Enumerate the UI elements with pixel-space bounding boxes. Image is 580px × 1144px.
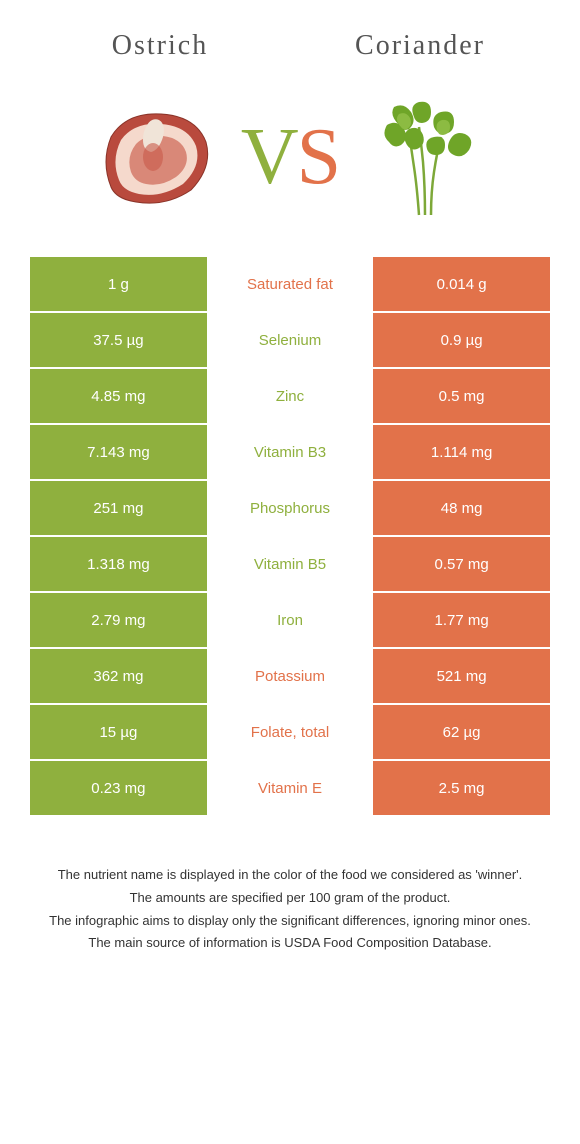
left-value: 2.79 mg	[30, 593, 207, 647]
nutrient-row: 2.79 mgIron1.77 mg	[30, 593, 550, 647]
left-value: 7.143 mg	[30, 425, 207, 479]
nutrient-table: 1 gSaturated fat0.014 g37.5 µgSelenium0.…	[30, 257, 550, 815]
nutrient-row: 1 gSaturated fat0.014 g	[30, 257, 550, 311]
left-food-image	[91, 92, 221, 222]
left-value: 37.5 µg	[30, 313, 207, 367]
nutrient-name: Potassium	[207, 649, 373, 703]
nutrient-name: Vitamin E	[207, 761, 373, 815]
vs-label: VS	[241, 112, 339, 203]
right-value: 48 mg	[373, 481, 550, 535]
right-value: 0.014 g	[373, 257, 550, 311]
nutrient-row: 251 mgPhosphorus48 mg	[30, 481, 550, 535]
footnote-line: The amounts are specified per 100 gram o…	[30, 888, 550, 909]
left-value: 251 mg	[30, 481, 207, 535]
right-value: 1.114 mg	[373, 425, 550, 479]
nutrient-name: Folate, total	[207, 705, 373, 759]
left-value: 15 µg	[30, 705, 207, 759]
nutrient-name: Vitamin B3	[207, 425, 373, 479]
meat-icon	[91, 102, 221, 212]
nutrient-name: Phosphorus	[207, 481, 373, 535]
left-value: 1.318 mg	[30, 537, 207, 591]
footnotes: The nutrient name is displayed in the co…	[30, 865, 550, 954]
images-row: VS	[30, 92, 550, 222]
right-value: 1.77 mg	[373, 593, 550, 647]
right-value: 0.57 mg	[373, 537, 550, 591]
nutrient-name: Vitamin B5	[207, 537, 373, 591]
nutrient-row: 7.143 mgVitamin B31.114 mg	[30, 425, 550, 479]
footnote-line: The main source of information is USDA F…	[30, 933, 550, 954]
right-title: Coriander	[290, 30, 550, 62]
right-value: 2.5 mg	[373, 761, 550, 815]
nutrient-row: 1.318 mgVitamin B50.57 mg	[30, 537, 550, 591]
right-value: 521 mg	[373, 649, 550, 703]
nutrient-row: 362 mgPotassium521 mg	[30, 649, 550, 703]
footnote-line: The nutrient name is displayed in the co…	[30, 865, 550, 886]
right-value: 62 µg	[373, 705, 550, 759]
footnote-line: The infographic aims to display only the…	[30, 911, 550, 932]
nutrient-row: 0.23 mgVitamin E2.5 mg	[30, 761, 550, 815]
nutrient-name: Saturated fat	[207, 257, 373, 311]
nutrient-row: 37.5 µgSelenium0.9 µg	[30, 313, 550, 367]
nutrient-name: Iron	[207, 593, 373, 647]
right-food-image	[359, 92, 489, 222]
left-value: 4.85 mg	[30, 369, 207, 423]
vs-s: S	[297, 113, 340, 201]
nutrient-row: 15 µgFolate, total62 µg	[30, 705, 550, 759]
right-value: 0.5 mg	[373, 369, 550, 423]
right-value: 0.9 µg	[373, 313, 550, 367]
nutrient-name: Zinc	[207, 369, 373, 423]
left-value: 362 mg	[30, 649, 207, 703]
titles-row: Ostrich Coriander	[30, 30, 550, 62]
vs-v: V	[241, 113, 297, 201]
left-value: 1 g	[30, 257, 207, 311]
left-value: 0.23 mg	[30, 761, 207, 815]
nutrient-name: Selenium	[207, 313, 373, 367]
coriander-icon	[359, 97, 489, 217]
nutrient-row: 4.85 mgZinc0.5 mg	[30, 369, 550, 423]
left-title: Ostrich	[30, 30, 290, 62]
